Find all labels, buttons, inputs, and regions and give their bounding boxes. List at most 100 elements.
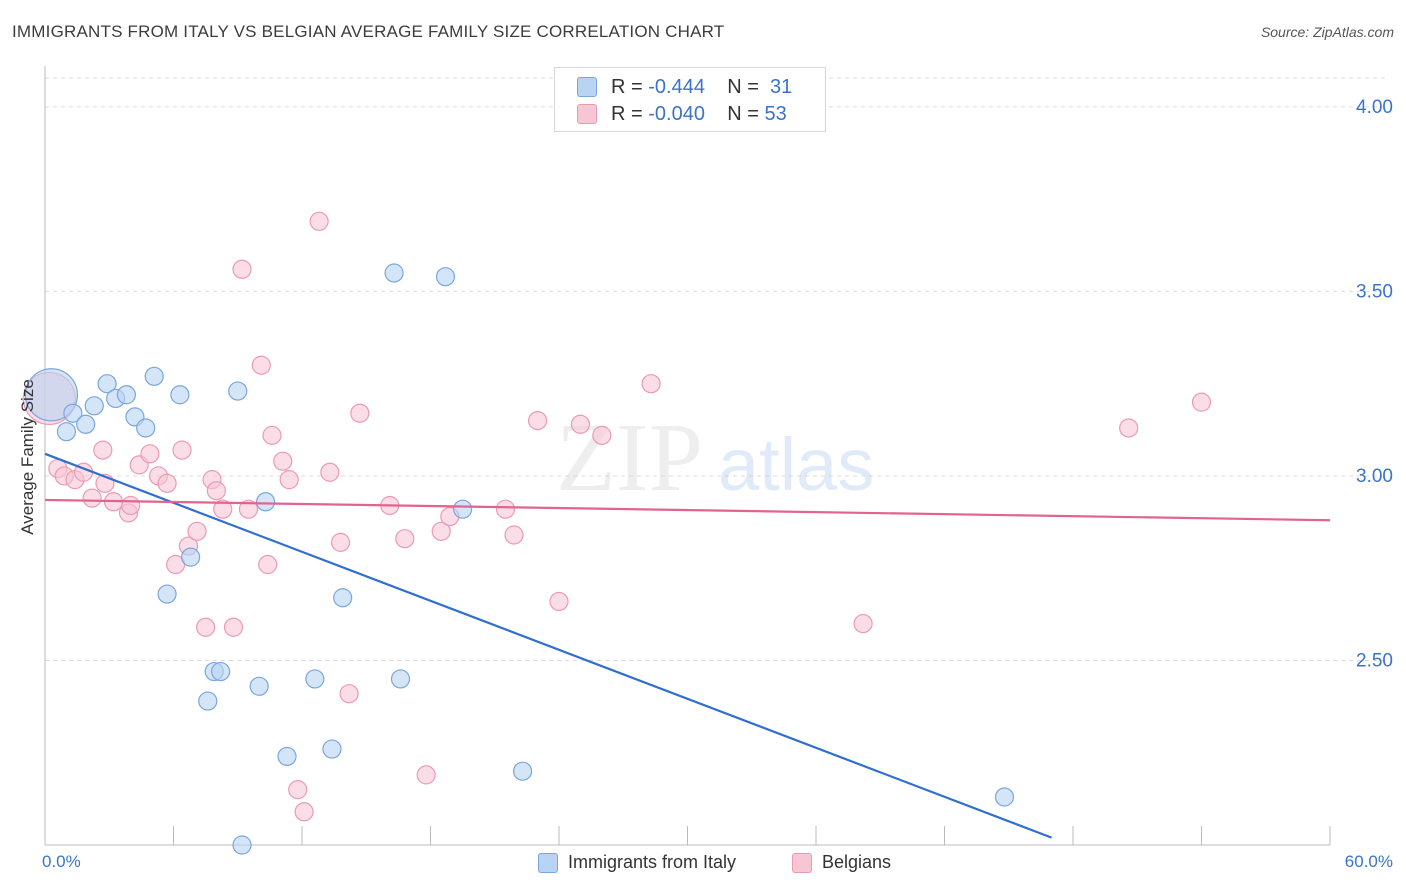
italy-trend-line bbox=[44, 452, 1052, 839]
legend-n-value: 53 bbox=[764, 102, 787, 125]
belgians-point bbox=[570, 414, 591, 434]
chart-title: IMMIGRANTS FROM ITALY VS BELGIAN AVERAGE… bbox=[12, 22, 725, 41]
italy-point bbox=[211, 661, 231, 682]
axes bbox=[44, 66, 1331, 846]
y-axis-label: Average Family Size bbox=[18, 379, 37, 535]
italy-point bbox=[390, 669, 411, 689]
italy-point bbox=[63, 403, 83, 423]
y-tick-label: 4.00 bbox=[1356, 97, 1393, 118]
correlation-legend: R = -0.444 N = 31 R = -0.040 N = 53 bbox=[554, 67, 826, 132]
belgians-point bbox=[309, 211, 329, 231]
belgians-point bbox=[157, 473, 177, 493]
belgians-point bbox=[206, 481, 226, 501]
belgians-point bbox=[258, 554, 278, 575]
italy-point bbox=[136, 418, 156, 438]
belgians-point bbox=[350, 403, 370, 423]
italy-point bbox=[512, 761, 533, 781]
italy-point bbox=[333, 588, 353, 608]
legend-swatch-italy bbox=[577, 77, 597, 97]
y-tick-label: 3.50 bbox=[1356, 281, 1393, 302]
italy-point bbox=[24, 368, 79, 422]
italy-point bbox=[56, 422, 77, 442]
belgians-point bbox=[1119, 418, 1139, 438]
italy-point bbox=[181, 547, 201, 567]
y-tick-label: 2.50 bbox=[1356, 650, 1393, 671]
belgians-point bbox=[279, 470, 299, 490]
watermark-atlas: atlas bbox=[718, 423, 874, 506]
grid-lines bbox=[45, 77, 1385, 661]
belgians-point bbox=[527, 410, 548, 431]
belgians-point bbox=[121, 495, 141, 516]
belgians-point bbox=[495, 499, 516, 519]
belgians-point bbox=[549, 591, 569, 612]
legend-swatch-belgians bbox=[577, 104, 597, 124]
legend-row-italy: R = -0.444 N = 31 bbox=[577, 74, 792, 100]
italy-point bbox=[305, 669, 325, 689]
belgians-point bbox=[273, 451, 293, 471]
belgians-points bbox=[22, 211, 1212, 822]
belgians-point bbox=[339, 684, 359, 704]
belgians-point bbox=[187, 521, 207, 541]
belgians-point bbox=[504, 525, 524, 545]
belgians-point bbox=[330, 532, 351, 552]
belgians-point bbox=[196, 617, 216, 637]
belgians-point bbox=[213, 499, 233, 519]
belgians-point bbox=[853, 613, 873, 634]
belgians-point bbox=[238, 499, 259, 519]
italy-point bbox=[97, 374, 117, 394]
belgians-point bbox=[172, 440, 192, 460]
series-swatch-belgians bbox=[792, 852, 812, 873]
belgians-point bbox=[140, 444, 160, 464]
y-tick-label: 3.00 bbox=[1356, 466, 1393, 487]
belgians-trend-line bbox=[44, 498, 1331, 522]
belgians-point bbox=[251, 355, 271, 375]
legend-n-label: N = bbox=[727, 75, 759, 98]
x-tick-max: 60.0% bbox=[1344, 852, 1393, 871]
legend-n-value: 31 bbox=[770, 75, 793, 98]
italy-point bbox=[170, 385, 190, 405]
belgians-point bbox=[223, 617, 244, 637]
italy-point bbox=[76, 414, 96, 434]
italy-point bbox=[144, 366, 164, 386]
italy-point bbox=[232, 835, 252, 855]
belgians-point bbox=[641, 374, 661, 394]
trend-lines bbox=[44, 452, 1331, 839]
italy-point bbox=[84, 396, 104, 416]
belgians-point bbox=[431, 521, 451, 541]
legend-r-label: R = bbox=[611, 102, 643, 125]
belgians-point bbox=[592, 425, 612, 445]
legend-r-value: -0.444 bbox=[648, 75, 705, 98]
legend-n-label: N = bbox=[727, 102, 759, 125]
series-label-belgians: Belgians bbox=[822, 852, 892, 872]
y-tick-labels: 2.50 3.00 3.50 4.00 bbox=[1356, 97, 1393, 672]
belgians-point bbox=[1191, 392, 1212, 412]
legend-row-belgians: R = -0.040 N = 53 bbox=[577, 101, 787, 127]
italy-point bbox=[994, 787, 1015, 807]
italy-point bbox=[384, 263, 404, 283]
belgians-point bbox=[93, 440, 113, 460]
x-tick-min: 0.0% bbox=[42, 852, 81, 871]
legend-r-label: R = bbox=[611, 75, 643, 98]
series-legend-belgians: Belgians bbox=[792, 852, 891, 873]
belgians-point bbox=[320, 462, 340, 482]
series-swatch-italy bbox=[538, 852, 558, 873]
italy-point bbox=[157, 584, 177, 604]
italy-point bbox=[255, 492, 276, 512]
legend-r-value: -0.040 bbox=[648, 102, 705, 125]
italy-point bbox=[228, 381, 248, 401]
source-label: Source: ZipAtlas.com bbox=[1260, 24, 1394, 40]
italy-point bbox=[277, 746, 297, 767]
italy-point bbox=[322, 739, 342, 759]
italy-point bbox=[453, 499, 473, 519]
italy-points bbox=[24, 263, 1015, 855]
belgians-point bbox=[395, 529, 415, 549]
belgians-point bbox=[82, 488, 102, 508]
series-label-italy: Immigrants from Italy bbox=[568, 852, 737, 872]
belgians-point bbox=[294, 802, 314, 822]
italy-point bbox=[116, 385, 136, 405]
italy-point bbox=[198, 691, 218, 711]
belgians-point bbox=[232, 259, 252, 279]
italy-point bbox=[249, 676, 269, 696]
watermark: ZIP atlas bbox=[556, 404, 874, 512]
